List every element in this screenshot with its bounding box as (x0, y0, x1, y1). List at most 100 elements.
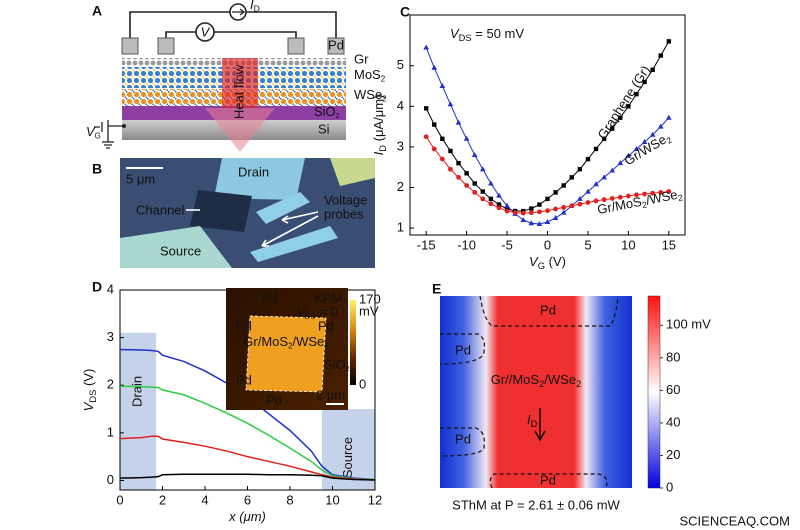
inset-substrate: SiO2 (324, 357, 350, 372)
x-tick-label: -5 (501, 237, 513, 252)
marker (488, 201, 494, 207)
marker (447, 101, 454, 107)
probe-strip (256, 192, 310, 224)
voltmeter (195, 22, 215, 42)
marker (561, 204, 567, 210)
marker (666, 114, 672, 120)
marker (617, 194, 623, 200)
electrode (157, 37, 175, 55)
marker (625, 152, 632, 158)
text-part: SiO (324, 357, 346, 372)
marker (455, 119, 462, 125)
watermark: SCIENCEAQ.COM (679, 513, 790, 528)
marker (423, 134, 429, 140)
y-tick-label: 3 (397, 138, 404, 153)
pd-label: Pd (540, 472, 556, 487)
marker (472, 189, 478, 195)
text-part: V (81, 401, 96, 411)
x-tick-label: 2 (159, 492, 166, 507)
material-label: Gr//MoS2/WSe2 (491, 372, 582, 389)
text-part: SiO (314, 104, 336, 119)
marker (480, 189, 485, 194)
pointer (261, 211, 319, 247)
marker (601, 197, 607, 203)
marker (634, 91, 639, 97)
scale-label: 5 μm (126, 171, 155, 186)
marker (657, 123, 664, 129)
marker (569, 175, 574, 180)
text-part: G (95, 131, 101, 140)
marker (601, 174, 607, 180)
x-tick-label: 12 (368, 492, 382, 507)
marker (593, 181, 599, 187)
marker (641, 139, 648, 145)
marker (585, 188, 591, 194)
text-part: (μA/μm) (371, 95, 386, 145)
text-part: 2 (324, 341, 328, 350)
text-part: Gr/WSe (622, 132, 669, 169)
marker (626, 104, 631, 109)
region-label: Drain (130, 376, 145, 407)
marker (432, 122, 437, 127)
probe-pad (330, 158, 375, 186)
electrode (327, 37, 345, 55)
marker (552, 214, 559, 220)
y-tick-label: 4 (107, 281, 114, 296)
series-label: Graphene (Gr) (595, 63, 654, 142)
inset-outline (245, 315, 327, 393)
y-tick-label: 5 (397, 57, 404, 72)
x-axis-label: VG (V) (529, 254, 566, 271)
marker (650, 67, 655, 72)
layer-label: SiO2 (314, 104, 340, 119)
text-part: V (86, 124, 96, 139)
colorbar-tick-label: 100 mV (666, 317, 711, 332)
panel-label: A (92, 3, 102, 19)
marker (553, 190, 558, 195)
inset-title: KPM (314, 290, 342, 305)
marker (601, 136, 607, 142)
marker (431, 146, 437, 152)
text-part: WSe (354, 87, 382, 102)
inset-pd-label: Pd (236, 318, 252, 333)
heat-label: Heat flow (231, 64, 246, 119)
text-part: 2 (641, 200, 648, 211)
marker (464, 171, 469, 176)
series-line (119, 435, 376, 481)
text-part: I (527, 412, 531, 427)
y-tick-label: 2 (397, 179, 404, 194)
marker (617, 160, 624, 166)
marker (504, 208, 510, 214)
inset-pd-label: Pd (262, 289, 278, 304)
inset-pd-label: Pd (318, 318, 334, 333)
marker (423, 106, 429, 111)
probe-strip (250, 226, 338, 262)
panel-label: C (400, 4, 410, 20)
marker (536, 221, 543, 227)
marker (463, 135, 470, 141)
text-part: V (529, 254, 539, 269)
marker (537, 202, 542, 207)
electrode-label: Pd (328, 37, 344, 52)
panel-b: B 5 μm Drain Channel Voltage probes Sour… (92, 158, 375, 268)
x-tick-label: 4 (201, 492, 208, 507)
marker (456, 174, 461, 180)
marker (577, 201, 583, 207)
colorbar-tick-label: 80 (666, 349, 680, 364)
marker (625, 193, 631, 199)
colorbar-tick-label: 0 (359, 376, 366, 391)
marker (496, 192, 502, 198)
marker (610, 126, 615, 131)
marker (642, 191, 647, 197)
marker (537, 209, 542, 215)
y-axis-label: ID (μA/μm) (371, 95, 388, 156)
colorbar (350, 300, 356, 385)
inset-pd-label: Pd (266, 392, 282, 407)
text-part: Graphene (Gr) (595, 63, 654, 142)
y-tick-label: 4 (397, 98, 404, 113)
y-tick-label: 1 (397, 220, 404, 235)
series-label: Gr/MoS2/WSe2 (596, 186, 684, 219)
panel-label: E (432, 281, 441, 297)
colorbar-tick-label: 40 (666, 414, 680, 429)
current-arrow (534, 408, 546, 442)
y-tick-label: 0 (107, 472, 114, 487)
